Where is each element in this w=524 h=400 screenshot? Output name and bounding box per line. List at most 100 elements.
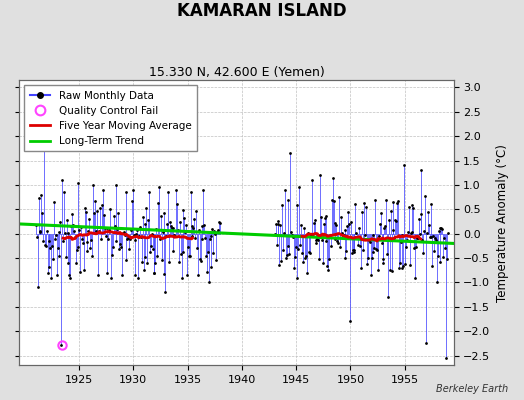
Point	[346, 318, 354, 325]
Point	[419, 250, 428, 256]
Point	[329, 175, 337, 182]
Point	[202, 253, 210, 260]
Point	[168, 225, 177, 231]
Point	[348, 247, 357, 253]
Point	[68, 210, 77, 217]
Point	[347, 218, 355, 225]
Point	[334, 239, 342, 246]
Point	[435, 224, 444, 231]
Point	[153, 252, 161, 259]
Point	[126, 236, 134, 242]
Point	[385, 217, 393, 223]
Point	[199, 187, 208, 193]
Point	[147, 242, 155, 249]
Point	[149, 269, 158, 276]
Point	[73, 244, 82, 250]
Point	[401, 261, 409, 268]
Point	[92, 208, 101, 214]
Point	[141, 254, 150, 260]
Point	[407, 229, 416, 235]
Point	[335, 194, 343, 200]
Point	[398, 232, 407, 238]
Point	[189, 225, 198, 232]
Point	[208, 226, 216, 232]
Point	[414, 216, 423, 222]
Text: KAMARAN ISLAND: KAMARAN ISLAND	[177, 2, 347, 20]
Point	[372, 246, 380, 252]
Point	[148, 246, 157, 252]
Point	[387, 208, 395, 214]
Point	[75, 227, 83, 234]
Point	[427, 234, 435, 240]
Point	[271, 230, 279, 237]
Point	[295, 184, 303, 190]
Point	[160, 271, 169, 277]
Point	[204, 279, 213, 286]
Point	[377, 240, 386, 246]
Point	[396, 260, 404, 267]
Point	[361, 232, 369, 238]
Point	[364, 255, 372, 262]
Point	[308, 177, 316, 183]
Point	[128, 187, 137, 193]
Point	[112, 182, 121, 188]
Point	[341, 226, 350, 233]
Point	[297, 222, 305, 228]
Point	[34, 284, 42, 290]
Point	[201, 235, 210, 241]
Point	[210, 228, 219, 234]
Point	[151, 259, 160, 266]
Point	[83, 239, 92, 246]
Point	[174, 259, 183, 265]
Point	[292, 275, 301, 282]
Point	[276, 222, 285, 228]
Point	[299, 258, 307, 265]
Point	[70, 228, 78, 234]
Point	[203, 269, 211, 276]
Point	[105, 226, 113, 233]
Point	[46, 245, 54, 252]
Point	[155, 184, 163, 190]
Point	[294, 246, 302, 252]
Point	[54, 229, 63, 236]
Point	[440, 234, 449, 241]
Point	[337, 214, 345, 220]
Point	[127, 226, 135, 233]
Point	[367, 255, 376, 261]
Point	[38, 210, 47, 217]
Point	[290, 265, 298, 271]
Point	[429, 233, 438, 239]
Point	[96, 204, 104, 211]
Point	[212, 257, 220, 264]
Point	[152, 226, 160, 233]
Point	[355, 225, 363, 232]
Point	[347, 250, 356, 256]
Point	[119, 229, 128, 236]
Point	[64, 230, 73, 236]
Point	[317, 214, 325, 220]
Point	[306, 250, 314, 256]
Point	[87, 237, 95, 243]
Point	[291, 244, 300, 250]
Point	[328, 196, 336, 203]
Point	[88, 253, 96, 260]
Point	[289, 233, 297, 240]
Point	[162, 233, 170, 239]
Point	[395, 265, 403, 271]
Point	[143, 259, 151, 266]
Point	[42, 228, 51, 234]
Point	[49, 255, 57, 262]
Point	[413, 234, 422, 241]
Point	[406, 262, 414, 268]
Point	[391, 217, 399, 223]
Point	[111, 222, 119, 229]
Point	[117, 244, 125, 250]
Point	[379, 255, 388, 262]
Point	[188, 223, 196, 230]
Point	[108, 244, 117, 251]
Point	[146, 249, 154, 256]
Point	[298, 250, 306, 256]
Point	[411, 274, 419, 281]
Point	[330, 197, 338, 204]
Point	[42, 243, 50, 249]
